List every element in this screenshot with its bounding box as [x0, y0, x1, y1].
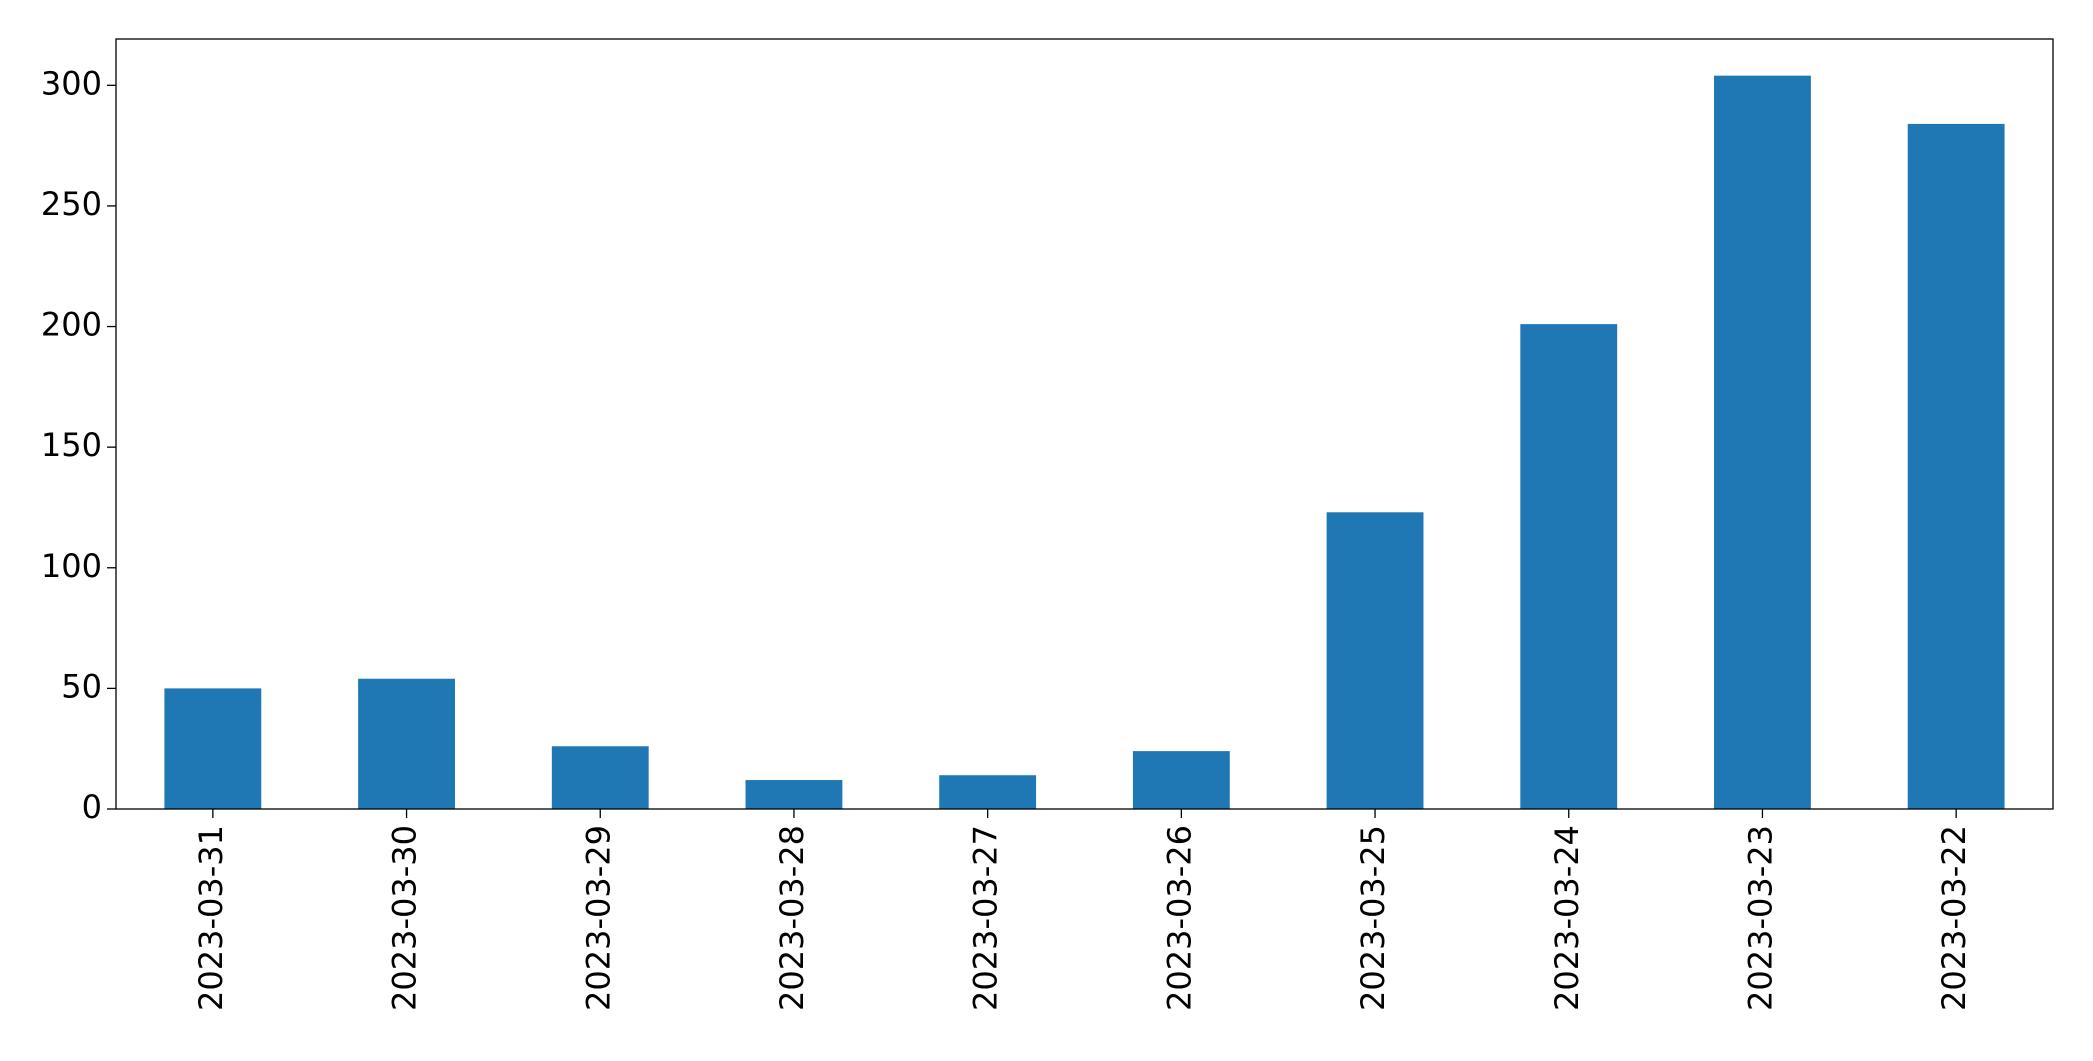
x-tick-label: 2023-03-29 [579, 825, 617, 1011]
x-tick-label: 2023-03-28 [773, 825, 811, 1011]
bar [745, 780, 843, 809]
y-tick-label: 200 [41, 306, 102, 344]
y-tick-label: 250 [41, 185, 102, 223]
y-tick-label: 0 [82, 788, 102, 826]
x-tick-label: 2023-03-31 [192, 825, 230, 1011]
bar [164, 688, 262, 809]
x-tick-label: 2023-03-24 [1548, 825, 1586, 1011]
bar [358, 678, 455, 809]
x-tick-label: 2023-03-23 [1741, 825, 1779, 1011]
bar [1714, 75, 1811, 809]
y-tick-label: 300 [41, 64, 102, 102]
bar [1520, 324, 1618, 809]
x-tick-label: 2023-03-22 [1935, 825, 1973, 1011]
y-tick-label: 50 [61, 667, 102, 705]
bar [1907, 123, 2005, 809]
y-tick-label: 150 [41, 426, 102, 464]
bar [1132, 751, 1230, 809]
bar [1326, 512, 1424, 809]
x-tick-label: 2023-03-27 [967, 825, 1005, 1011]
y-tick-label: 100 [41, 547, 102, 585]
plot-frame [115, 38, 2054, 810]
bar [551, 746, 649, 809]
bar [939, 775, 1037, 809]
x-tick-label: 2023-03-30 [386, 825, 424, 1011]
x-tick-label: 2023-03-26 [1160, 825, 1198, 1011]
x-tick-label: 2023-03-25 [1354, 825, 1392, 1011]
